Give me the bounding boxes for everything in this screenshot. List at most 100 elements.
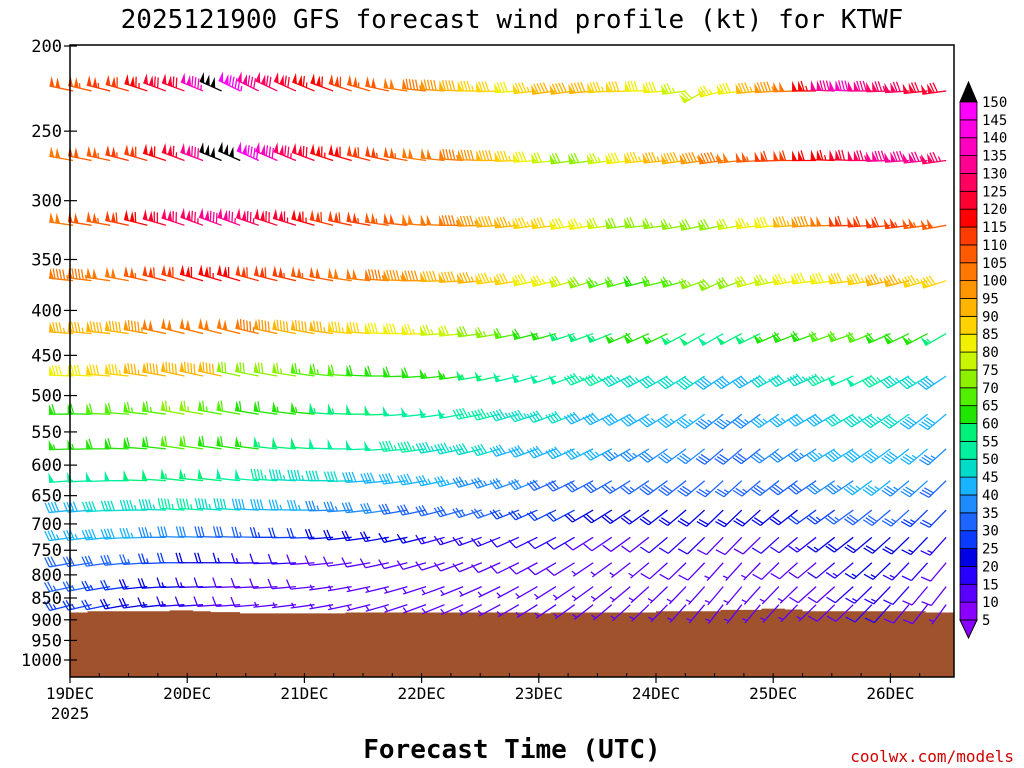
wind-barb — [697, 218, 724, 231]
wind-barb — [572, 604, 594, 620]
wind-barb — [290, 401, 315, 415]
wind-barb — [272, 208, 297, 226]
wind-barb — [123, 401, 148, 415]
wind-barb — [310, 73, 334, 92]
wind-barb — [218, 71, 243, 92]
wind-barb — [286, 579, 315, 590]
colorbar-swatch — [959, 155, 978, 174]
wind-barb — [769, 480, 798, 496]
wind-barb — [286, 554, 315, 566]
wind-barb — [920, 218, 947, 231]
wind-barb — [309, 209, 334, 226]
wind-barb — [475, 215, 501, 228]
colorbar-swatch — [959, 351, 978, 371]
wind-barb — [86, 75, 111, 92]
colorbar-swatch — [959, 494, 978, 514]
x-tick-label: 24DEC — [632, 684, 680, 703]
wind-barb — [218, 141, 241, 162]
colorbar-label: 15 — [982, 577, 999, 593]
wind-barb — [548, 374, 575, 385]
wind-barb — [677, 536, 706, 555]
wind-barb — [568, 81, 594, 95]
wind-barb — [676, 375, 705, 390]
y-tick-label: 200 — [31, 37, 62, 57]
wind-barb — [583, 536, 613, 552]
y-tick-label: 800 — [31, 566, 62, 586]
wind-barb — [384, 585, 408, 594]
wind-barb — [585, 332, 612, 344]
wind-barb — [676, 413, 706, 429]
wind-barb — [751, 480, 780, 497]
wind-barb — [759, 586, 780, 605]
wind-barb — [161, 142, 185, 162]
wind-barb — [638, 375, 668, 389]
wind-barb — [604, 332, 631, 344]
wind-barb — [752, 332, 780, 344]
wind-barb — [86, 403, 111, 415]
wind-barb — [567, 332, 594, 343]
wind-barb — [714, 480, 743, 498]
wind-barb — [365, 76, 389, 92]
wind-barb — [601, 480, 631, 494]
x-tick-sublabel: 2025 — [51, 704, 90, 723]
wind-barb — [676, 448, 706, 465]
wind-barb — [305, 500, 334, 512]
wind-barb — [86, 145, 111, 162]
wind-barb — [267, 553, 296, 565]
colorbar-swatch — [959, 583, 978, 603]
colorbar-label: 5 — [982, 613, 990, 629]
colorbar-label: 35 — [982, 506, 999, 522]
wind-barb — [601, 509, 631, 525]
wind-barb — [788, 536, 817, 553]
wind-barb — [267, 578, 296, 590]
wind-barb — [156, 596, 185, 607]
wind-barb — [402, 604, 427, 614]
wind-barb — [341, 471, 371, 484]
x-tick-label: 19DEC — [46, 684, 94, 703]
wind-barb — [458, 586, 482, 597]
y-tick-label: 650 — [31, 487, 62, 507]
wind-barb — [49, 268, 74, 282]
colorbar-label: 115 — [982, 220, 1007, 236]
wind-barb — [919, 509, 947, 528]
wind-barb — [309, 363, 334, 377]
wind-barb — [290, 362, 315, 377]
wind-barb — [806, 509, 836, 525]
wind-barb — [846, 273, 872, 286]
wind-barb — [104, 363, 129, 377]
wind-barb — [862, 480, 891, 497]
wind-barb — [489, 562, 520, 574]
wind-barb — [327, 321, 352, 335]
colorbar-swatch — [959, 512, 978, 532]
wind-barb — [526, 410, 557, 423]
wind-barb — [920, 562, 947, 582]
wind-barb — [104, 320, 129, 335]
wind-barb — [678, 562, 706, 581]
wind-barb — [863, 536, 891, 554]
wind-barb — [740, 562, 761, 581]
wind-barb — [323, 529, 352, 541]
wind-barb — [530, 330, 557, 341]
x-tick-label: 20DEC — [163, 684, 211, 703]
wind-barb — [658, 536, 687, 554]
wind-barb — [439, 148, 464, 162]
y-axis: 200 250 300 350 400 450 500 550 600 650 700 750 800 8… — [21, 37, 77, 671]
wind-barb — [304, 555, 334, 566]
wind-barb — [847, 150, 872, 162]
wind-barb — [622, 332, 650, 344]
wind-barb — [341, 502, 371, 514]
colorbar-label: 85 — [982, 327, 999, 343]
wind-barb — [193, 596, 222, 607]
wind-barb — [234, 436, 259, 450]
wind-barb — [359, 558, 389, 569]
wind-barb — [105, 210, 129, 226]
wind-barb — [81, 555, 111, 567]
wind-barb — [160, 435, 185, 450]
wind-barb — [806, 480, 836, 495]
wind-barb — [807, 562, 836, 579]
wind-barb — [179, 435, 204, 450]
wind-barb — [290, 319, 315, 335]
wind-barb — [695, 413, 724, 430]
wind-barb — [323, 471, 352, 483]
